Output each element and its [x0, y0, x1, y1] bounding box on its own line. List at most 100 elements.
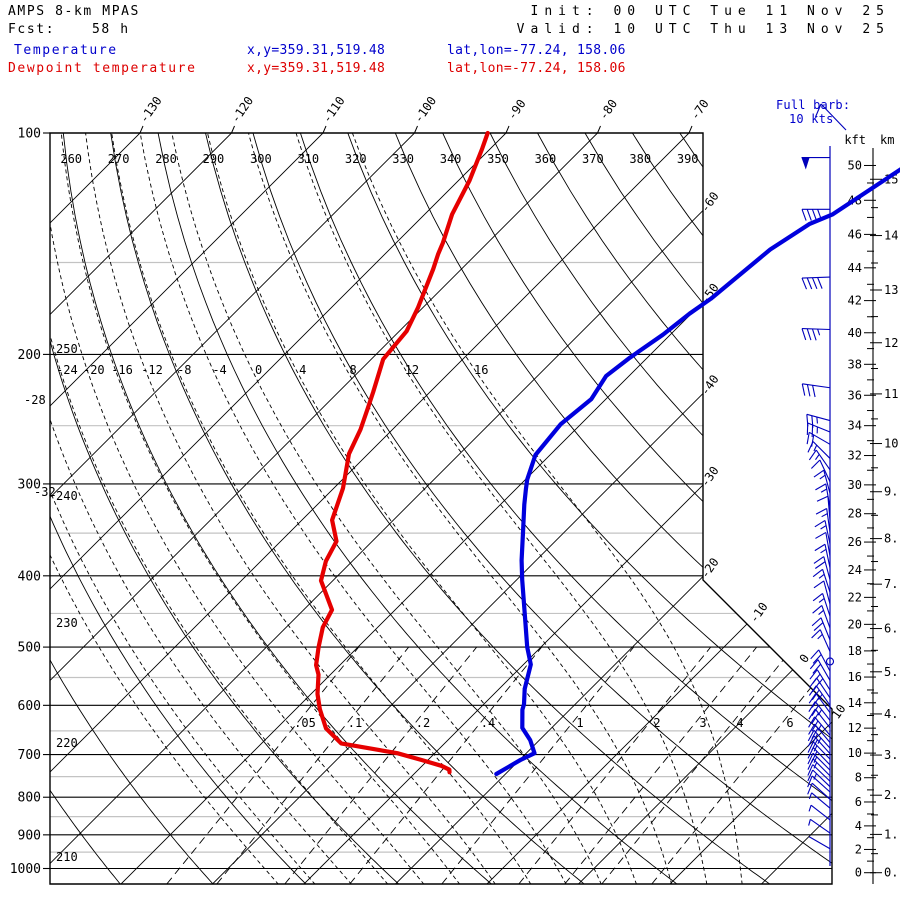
svg-text:30: 30: [848, 478, 862, 492]
svg-text:0: 0: [797, 651, 813, 665]
svg-text:16: 16: [474, 363, 488, 377]
svg-text:320: 320: [345, 152, 367, 166]
svg-text:370: 370: [582, 152, 604, 166]
svg-text:-60: -60: [698, 189, 722, 215]
svg-text:200: 200: [18, 348, 41, 363]
svg-text:.1: .1: [348, 716, 362, 730]
legend-temperature-label: Temperature: [14, 43, 118, 58]
svg-text:2.: 2.: [884, 788, 898, 802]
svg-text:380: 380: [629, 152, 651, 166]
svg-text:3.: 3.: [884, 748, 898, 762]
svg-text:8: 8: [350, 363, 357, 377]
svg-text:4: 4: [299, 363, 306, 377]
svg-text:-100: -100: [411, 94, 439, 126]
svg-text:330: 330: [392, 152, 414, 166]
svg-text:400: 400: [18, 569, 41, 584]
temperature-xy: x,y=359.31,519.48: [247, 43, 386, 58]
barb-legend-line2: 10 kts: [789, 112, 834, 126]
svg-text:-10: -10: [747, 600, 771, 626]
barb-legend-line1: Full barb:: [776, 98, 851, 112]
moist-adiabats: [50, 133, 743, 884]
svg-text:10: 10: [848, 746, 862, 760]
svg-text:310: 310: [297, 152, 319, 166]
svg-text:300: 300: [250, 152, 272, 166]
isobars-major: [50, 133, 832, 870]
svg-text:14.: 14.: [884, 229, 900, 243]
svg-text:2: 2: [855, 842, 862, 856]
svg-text:210: 210: [56, 850, 78, 864]
svg-text:-80: -80: [596, 97, 620, 123]
svg-text:26: 26: [848, 535, 862, 549]
isobars-minor: [50, 261, 832, 853]
svg-text:3: 3: [699, 716, 706, 730]
svg-text:16: 16: [848, 670, 862, 684]
svg-text:600: 600: [18, 699, 41, 714]
svg-text:280: 280: [155, 152, 177, 166]
fcst-label: Fcst:: [8, 22, 56, 37]
fcst-hours: 58 h: [92, 22, 130, 37]
isotherms: [50, 133, 832, 884]
svg-text:-28: -28: [24, 393, 46, 407]
svg-text:18: 18: [848, 644, 862, 658]
svg-text:.2: .2: [416, 716, 430, 730]
svg-text:34: 34: [848, 419, 862, 433]
svg-text:4: 4: [736, 716, 743, 730]
altitude-axes: kft km02468101214161820222426283032343638…: [844, 133, 900, 884]
svg-text:340: 340: [440, 152, 462, 166]
svg-text:42: 42: [848, 294, 862, 308]
svg-text:20: 20: [848, 617, 862, 631]
dewpoint-latlon: lat,lon=-77.24, 158.06: [447, 61, 626, 76]
svg-text:290: 290: [203, 152, 225, 166]
svg-text:38: 38: [848, 357, 862, 371]
svg-text:14: 14: [848, 696, 862, 710]
svg-text:0: 0: [855, 866, 862, 880]
svg-text:11.: 11.: [884, 387, 900, 401]
svg-text:0: 0: [255, 363, 262, 377]
svg-text:8: 8: [855, 771, 862, 785]
wind-barb-column: [801, 103, 847, 866]
svg-text:12: 12: [405, 363, 419, 377]
svg-text:220: 220: [56, 736, 78, 750]
plot-boundary: [49, 132, 833, 885]
svg-text:100: 100: [18, 127, 41, 142]
svg-text:36: 36: [848, 388, 862, 402]
svg-text:270: 270: [108, 152, 130, 166]
svg-text:28: 28: [848, 507, 862, 521]
svg-text:-12: -12: [141, 363, 163, 377]
temperature-curve: [494, 167, 900, 777]
thetaw-labels: -24 -20 -16 -12 -8 -4 0 4 8 12 16 -28 -32: [24, 363, 488, 499]
svg-text:.05: .05: [294, 716, 316, 730]
svg-text:1000: 1000: [10, 862, 41, 877]
svg-text:-16: -16: [111, 363, 133, 377]
svg-text:-30: -30: [698, 464, 722, 490]
svg-text:240: 240: [56, 489, 78, 503]
svg-text:800: 800: [18, 791, 41, 806]
pressure-axis: 100 200 300 400 500 600 700 800 900 1000: [10, 127, 50, 877]
svg-text:6.: 6.: [884, 622, 898, 636]
svg-text:10: 10: [829, 702, 849, 722]
svg-text:12.: 12.: [884, 336, 900, 350]
svg-text:10.: 10.: [884, 437, 900, 451]
svg-text:350: 350: [487, 152, 509, 166]
svg-text:-8: -8: [177, 363, 191, 377]
background-grid: [50, 133, 832, 884]
theta-labels: 260 270 280 290 300 310 320 330 340 350 360 370 380 3…: [56, 152, 699, 864]
svg-text:360: 360: [535, 152, 557, 166]
init-time: Init: 00 UTC Tue 11 Nov 25: [530, 4, 890, 19]
svg-text:8.: 8.: [884, 532, 898, 546]
svg-text:-120: -120: [228, 94, 256, 126]
svg-text:kft: kft: [844, 133, 866, 147]
svg-text:22: 22: [848, 590, 862, 604]
svg-text:9.: 9.: [884, 485, 898, 499]
svg-text:300: 300: [18, 477, 41, 492]
model-title: AMPS 8-km MPAS: [8, 4, 140, 19]
svg-text:50: 50: [848, 158, 862, 172]
svg-text:6: 6: [855, 795, 862, 809]
svg-text:5.: 5.: [884, 665, 898, 679]
svg-text:-110: -110: [320, 94, 348, 126]
svg-text:1: 1: [576, 716, 583, 730]
svg-text:0.: 0.: [884, 866, 898, 880]
svg-text:230: 230: [56, 616, 78, 630]
